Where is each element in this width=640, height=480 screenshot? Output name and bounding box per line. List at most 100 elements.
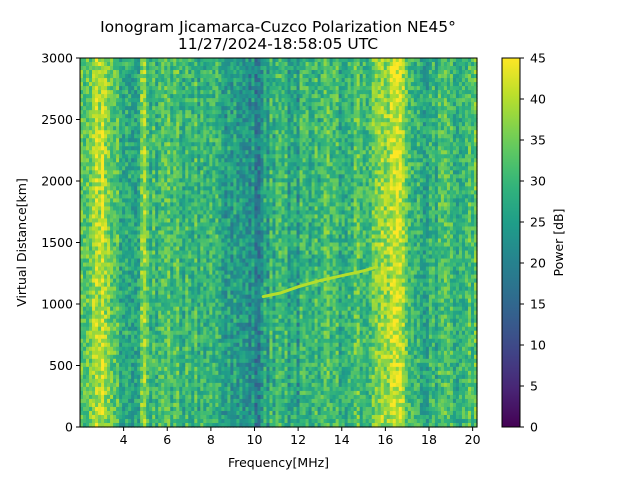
heatmap-cell [92, 342, 96, 348]
heatmap-cell [86, 406, 90, 412]
heatmap-cell [86, 422, 90, 428]
heatmap-cell [83, 58, 87, 63]
heatmap-cell [95, 314, 99, 320]
heatmap-cell [86, 166, 90, 171]
heatmap-cell [98, 334, 102, 340]
heatmap-cell [116, 70, 120, 75]
heatmap-cell [122, 386, 126, 392]
heatmap-cell [107, 138, 111, 143]
heatmap-cell [122, 234, 126, 240]
heatmap-cell [110, 350, 114, 356]
heatmap-cell [116, 82, 120, 87]
heatmap-cell [83, 418, 87, 424]
heatmap-cell [92, 90, 96, 95]
heatmap-cell [131, 286, 135, 292]
heatmap-cell [110, 282, 114, 288]
heatmap-cell [95, 342, 99, 348]
heatmap-cell [86, 66, 90, 71]
heatmap-cell [128, 310, 132, 316]
heatmap-cell [101, 318, 105, 324]
heatmap-cell [125, 306, 129, 312]
heatmap-cell [86, 106, 90, 111]
heatmap-cell [92, 406, 96, 412]
heatmap-cell [125, 162, 129, 167]
heatmap-cell [104, 354, 108, 360]
heatmap-cell [125, 410, 129, 416]
heatmap-cell [113, 74, 117, 79]
heatmap-cell [95, 258, 99, 264]
heatmap-cell [125, 374, 129, 380]
heatmap-cell [95, 402, 99, 408]
heatmap-cell [119, 94, 123, 99]
heatmap-cell [113, 314, 117, 320]
heatmap-cell [104, 82, 108, 87]
chart-title-line1: Ionogram Jicamarca-Cuzco Polarization NE… [100, 18, 456, 36]
heatmap-cell [80, 342, 84, 348]
heatmap-cell [95, 166, 99, 171]
heatmap-cell [134, 118, 138, 123]
heatmap-cell [116, 226, 120, 232]
heatmap-cell [86, 418, 90, 424]
heatmap-cell [125, 194, 129, 199]
heatmap-cell [89, 214, 93, 220]
heatmap-cell [86, 90, 90, 95]
heatmap-cell [95, 302, 99, 308]
heatmap-cell [116, 274, 120, 280]
heatmap-cell [101, 230, 105, 236]
heatmap-cell [107, 290, 111, 296]
heatmap-cell [101, 206, 105, 212]
heatmap-cell [110, 106, 114, 111]
heatmap-cell [98, 114, 102, 119]
heatmap-cell [119, 350, 123, 356]
heatmap-cell [107, 302, 111, 308]
heatmap-cell [119, 82, 123, 87]
heatmap-cell [119, 394, 123, 400]
heatmap-cell [128, 282, 132, 288]
heatmap-cell [131, 358, 135, 364]
heatmap-cell [122, 158, 126, 163]
heatmap-cell [116, 102, 120, 107]
heatmap-cell [122, 370, 126, 376]
heatmap-cell [89, 270, 93, 276]
heatmap-cell [116, 402, 120, 408]
heatmap-cell [98, 102, 102, 107]
heatmap-cell [119, 378, 123, 384]
heatmap-cell [92, 318, 96, 324]
heatmap-cell [83, 346, 87, 352]
heatmap-cell [134, 58, 138, 63]
heatmap-cell [80, 170, 84, 175]
heatmap-cell [116, 362, 120, 368]
heatmap-cell [119, 362, 123, 368]
heatmap-cell [122, 378, 126, 384]
heatmap-cell [101, 338, 105, 344]
heatmap-cell [122, 206, 126, 212]
heatmap-cell [104, 74, 108, 79]
heatmap-cell [98, 382, 102, 388]
heatmap-cell [86, 402, 90, 408]
heatmap-cell [92, 102, 96, 107]
heatmap-cell [98, 218, 102, 224]
heatmap-cell [119, 238, 123, 244]
heatmap-cell [80, 230, 84, 236]
heatmap-cell [119, 230, 123, 236]
heatmap-cell [83, 250, 87, 256]
heatmap-cell [131, 254, 135, 260]
heatmap-cell [80, 114, 84, 119]
heatmap-cell [110, 202, 114, 207]
heatmap-cell [89, 74, 93, 79]
heatmap-cell [80, 126, 84, 131]
heatmap-cell [122, 162, 126, 167]
heatmap-cell [128, 386, 132, 392]
heatmap-cell [92, 166, 96, 171]
heatmap-cell [113, 222, 117, 228]
heatmap-cell [80, 382, 84, 388]
heatmap-cell [86, 190, 90, 195]
heatmap-cell [116, 126, 120, 131]
heatmap-cell [113, 406, 117, 412]
heatmap-cell [83, 310, 87, 316]
heatmap-cell [92, 370, 96, 376]
heatmap-cell [98, 130, 102, 135]
heatmap-cell [107, 202, 111, 207]
heatmap-cell [134, 102, 138, 107]
heatmap-cell [131, 298, 135, 304]
